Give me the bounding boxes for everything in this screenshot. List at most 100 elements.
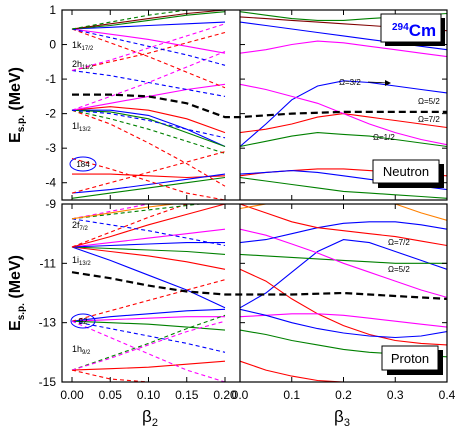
proton-level-beta3-2	[239, 253, 447, 264]
neutron-y-ticks: 1 0 -1 -2 -3 -4	[45, 3, 447, 190]
proton-level-beta2-17	[71, 320, 226, 382]
neutron-label: Neutron	[383, 164, 429, 179]
omega-label-7-2: Ω=7/2	[418, 115, 440, 124]
neutron-level-beta2-17	[71, 23, 226, 72]
neutron-level-beta2-4	[72, 173, 226, 179]
omega-label-3-2: Ω=3/2	[339, 78, 361, 87]
neutron-fermi-line	[72, 93, 447, 119]
nucleus-label-shadow-bottom	[385, 42, 445, 46]
proton-level-beta3-4	[239, 221, 447, 244]
neutron-level-beta2-19	[71, 28, 226, 66]
proton-y-tick-label: -11	[40, 256, 57, 270]
omega-label-5-2: Ω=5/2	[418, 97, 440, 106]
neutron-y-tick-label: 1	[49, 3, 56, 17]
neutron-level-beta2-11	[71, 109, 226, 187]
proton-level-beta3-7	[239, 308, 447, 339]
neutron-level-beta2-21	[71, 151, 226, 194]
proton-level-beta2-16	[71, 320, 226, 353]
orbital-label-1h9: 1h9/2	[72, 344, 91, 356]
proton-y-tick-label: -9	[45, 197, 56, 211]
proton-y-axis-title: Es.p. (MeV)	[7, 255, 27, 331]
neutron-level-beta2-9	[71, 11, 226, 30]
proton-label-box	[381, 345, 439, 371]
neutron-panel: 1 0 -1 -2 -3 -4 294Cm Neutron 184 1k17/2 2h11…	[45, 3, 448, 201]
proton-level-beta2-12	[71, 218, 226, 247]
proton-level-beta3-6	[239, 313, 447, 328]
x-tick-label: 0.05	[99, 388, 123, 402]
neutron-level-beta2-22	[71, 157, 226, 200]
proton-level-lines	[71, 204, 447, 382]
neutron-level-beta2-18	[71, 28, 226, 89]
neutron-level-beta3-0	[239, 80, 447, 147]
proton-panel: -9-11-13-15 0.00 0.05 0.10 0.15 0.200.0 0.1 0.…	[39, 197, 456, 402]
proton-level-beta2-18	[71, 314, 226, 371]
orbital-label-2h11: 2h11/2	[72, 59, 94, 71]
neutron-level-beta3-3	[239, 83, 447, 146]
neutron-plot-frame	[61, 9, 448, 201]
neutron-level-beta3-2	[239, 132, 447, 148]
omega-arrow-line	[367, 81, 389, 84]
neutron-level-beta2-5	[71, 173, 226, 194]
proton-level-beta2-9	[71, 360, 226, 371]
x-tick-label: 0.1	[283, 388, 300, 402]
neutron-level-beta2-10	[71, 10, 226, 30]
neutron-level-beta2-12	[71, 50, 226, 111]
neutron-y-tick-label: -2	[45, 107, 56, 121]
omega-arrow-head	[385, 80, 391, 86]
neutron-y-tick-label: -1	[45, 72, 56, 86]
proton-level-beta3-5	[239, 204, 447, 247]
proton-level-beta2-5	[71, 204, 226, 248]
proton-level-beta2-2	[71, 246, 226, 255]
nucleus-label-shadow	[441, 18, 445, 46]
x-tick-label: 0.0	[232, 388, 249, 402]
proton-level-beta2-19	[71, 320, 226, 371]
proton-label-shadow-bottom	[387, 370, 443, 375]
neutron-y-axis-title: Es.p. (MeV)	[7, 67, 27, 143]
proton-level-beta2-0	[71, 246, 226, 309]
orbital-label-2f7: 2f7/2	[72, 220, 89, 232]
neutron-level-beta2-15	[71, 31, 226, 72]
nucleus-mass: 294	[392, 22, 409, 33]
proton-level-beta3-1	[239, 268, 447, 346]
proton-y-ticks: -9 -11 -13 -15	[39, 197, 447, 389]
nucleus-label: 294Cm	[392, 21, 436, 40]
x-axis-title-beta2: β2	[142, 407, 158, 429]
omega-label-7-2-proton: Ω=7/2	[388, 238, 410, 247]
neutron-level-beta2-14	[71, 109, 226, 139]
proton-level-beta3-14	[239, 204, 447, 221]
proton-plot-frame	[61, 203, 448, 383]
proton-fermi-level	[71, 271, 447, 300]
neutron-level-beta2-6	[71, 176, 226, 199]
neutron-level-beta2-3	[71, 83, 226, 111]
proton-level-beta3-0	[239, 239, 447, 309]
proton-magic-number: 92	[79, 317, 88, 326]
orbital-label-1k17: 1k17/2	[72, 40, 94, 52]
neutron-magic-number: 184	[76, 160, 90, 169]
omega-label-1-2: Ω=1/2	[373, 133, 395, 142]
neutron-fermi-level	[72, 93, 447, 119]
orbital-label-1l13: 1l13/2	[72, 121, 91, 133]
proton-level-beta2-7	[71, 308, 226, 322]
neutron-level-beta2-2	[71, 109, 226, 148]
neutron-y-tick-label: 0	[49, 38, 56, 52]
proton-level-beta2-1	[71, 246, 226, 270]
x-tick-label: 0.3	[387, 388, 404, 402]
proton-level-beta2-15	[71, 279, 226, 322]
neutron-level-beta3-6	[239, 176, 447, 199]
proton-y-tick-label: -13	[39, 316, 57, 330]
neutron-level-beta2-16	[71, 69, 226, 97]
nucleus-label-box	[380, 13, 442, 43]
neutron-level-beta2-20	[71, 10, 225, 30]
neutron-y-tick-label: -4	[45, 176, 56, 190]
proton-x-ticks: 0.00 0.05 0.10 0.15 0.200.0 0.1 0.2 0.3 0.4	[60, 204, 456, 402]
neutron-label-shadow-bottom	[378, 183, 444, 188]
proton-level-beta2-13	[71, 204, 205, 220]
neutron-label-shadow	[439, 164, 444, 187]
x-tick-label: 0.00	[60, 388, 84, 402]
neutron-magic-number-ellipse	[69, 156, 97, 172]
x-tick-label: 0.15	[175, 388, 199, 402]
neutron-level-beta2-1	[71, 106, 226, 134]
proton-level-beta3-9	[239, 360, 447, 382]
x-tick-label: 0.20	[213, 388, 237, 402]
